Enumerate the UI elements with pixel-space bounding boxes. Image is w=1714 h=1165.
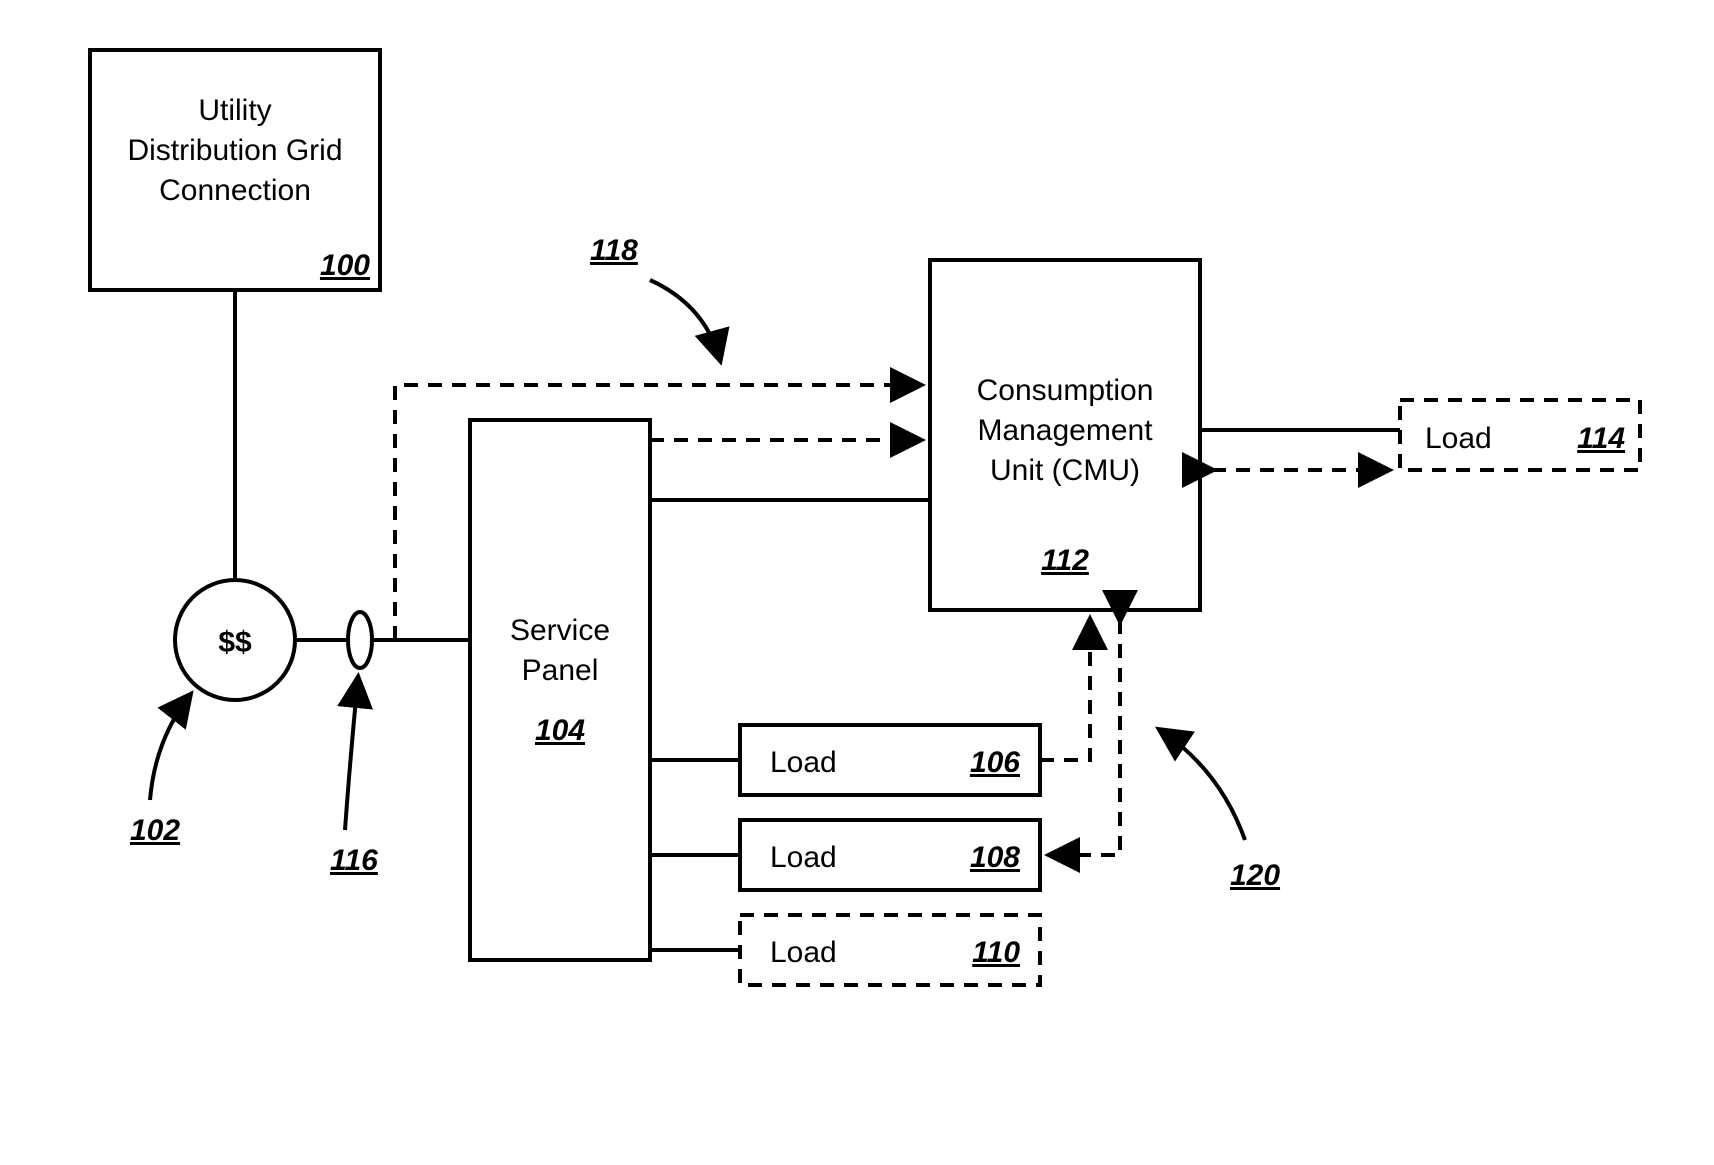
diagram-canvas: Utility Distribution Grid Connection 100… bbox=[0, 0, 1714, 1165]
cmu-line3: Unit (CMU) bbox=[990, 454, 1140, 487]
load114-label: Load bbox=[1425, 422, 1492, 455]
utility-line3: Connection bbox=[159, 174, 311, 207]
ref120-pointer bbox=[1160, 730, 1245, 840]
meter-label: $$ bbox=[218, 626, 252, 659]
ref102: 102 bbox=[130, 814, 180, 847]
cmu-line1: Consumption bbox=[977, 374, 1154, 407]
ref118: 118 bbox=[590, 234, 638, 267]
ref118-pointer bbox=[650, 280, 720, 360]
load106-label: Load bbox=[770, 746, 837, 779]
service-panel-line2: Panel bbox=[522, 654, 599, 687]
ref116-pointer bbox=[345, 678, 358, 830]
cmu-line2: Management bbox=[977, 414, 1153, 447]
load106-box: Load 106 bbox=[740, 725, 1040, 795]
cmu-ref: 112 bbox=[1041, 544, 1089, 577]
cmu-box: Consumption Management Unit (CMU) 112 bbox=[930, 260, 1200, 610]
utility-line1: Utility bbox=[198, 94, 271, 127]
ref102-pointer bbox=[150, 695, 190, 800]
load110-box: Load 110 bbox=[740, 915, 1040, 985]
load110-label: Load bbox=[770, 936, 837, 969]
load114-ref: 114 bbox=[1577, 422, 1625, 455]
ct-sensor bbox=[348, 612, 372, 668]
service-panel-box: Service Panel 104 bbox=[470, 420, 650, 960]
load108-box: Load 108 bbox=[740, 820, 1040, 890]
load106-to-cmu-dashed bbox=[1040, 620, 1090, 760]
utility-ref: 100 bbox=[320, 249, 370, 282]
ref120: 120 bbox=[1230, 859, 1280, 892]
ref116: 116 bbox=[330, 844, 378, 877]
service-panel-ref: 104 bbox=[535, 714, 585, 747]
cmu-to-load108-dashed bbox=[1050, 620, 1120, 855]
load110-ref: 110 bbox=[972, 936, 1020, 969]
load108-ref: 108 bbox=[970, 841, 1020, 874]
load114-box: Load 114 bbox=[1400, 400, 1640, 470]
utility-line2: Distribution Grid bbox=[127, 134, 342, 167]
load106-ref: 106 bbox=[970, 746, 1020, 779]
utility-box: Utility Distribution Grid Connection 100 bbox=[90, 50, 380, 290]
meter-circle: $$ bbox=[175, 580, 295, 700]
load108-label: Load bbox=[770, 841, 837, 874]
service-panel-line1: Service bbox=[510, 614, 610, 647]
